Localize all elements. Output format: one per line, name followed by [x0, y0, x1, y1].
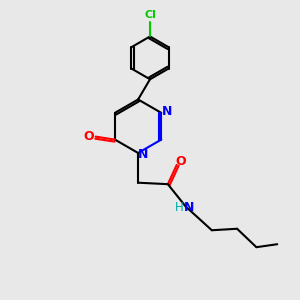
Text: O: O	[175, 155, 186, 168]
Text: O: O	[84, 130, 94, 143]
Text: N: N	[161, 105, 172, 118]
Text: H: H	[175, 202, 184, 214]
Text: Cl: Cl	[144, 10, 156, 20]
Text: N: N	[184, 202, 194, 214]
Text: N: N	[137, 148, 148, 161]
